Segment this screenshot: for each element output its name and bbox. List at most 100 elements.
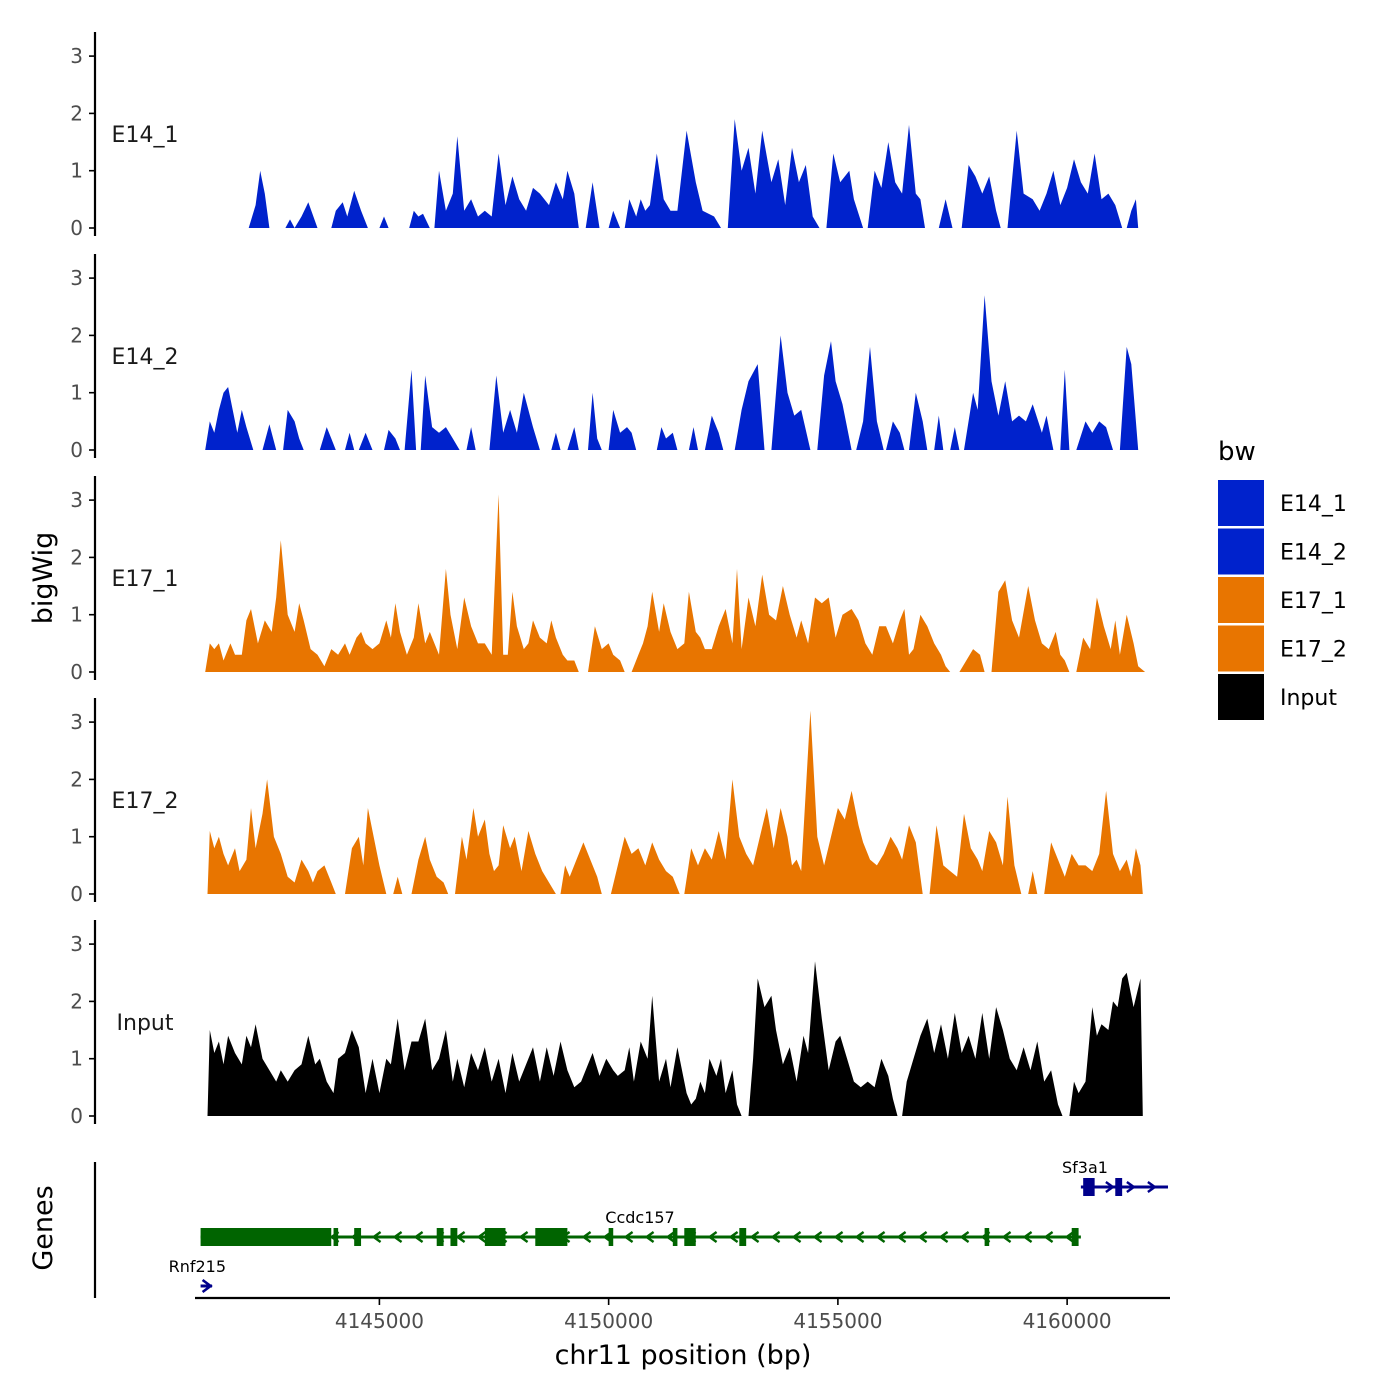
exon <box>200 1228 332 1246</box>
legend-item-e14-2: E14_2 <box>1218 528 1347 575</box>
legend: E14_1 E14_2 E17_1 E17_2 Input <box>1218 480 1347 720</box>
strand-arrow <box>1147 1181 1157 1193</box>
y-tick-label: 0 <box>70 1104 83 1128</box>
legend-label: Input <box>1280 686 1337 711</box>
y-tick-label: 2 <box>70 767 83 791</box>
legend-label: E17_1 <box>1280 589 1347 614</box>
legend-label: E14_2 <box>1280 541 1347 566</box>
y-tick-label: 3 <box>70 488 83 512</box>
exon <box>450 1228 458 1246</box>
strand-arrow <box>959 1231 970 1243</box>
legend-swatch <box>1218 528 1264 575</box>
strand-arrow <box>413 1231 424 1243</box>
strand-arrow <box>455 1231 466 1243</box>
strand-arrow <box>1105 1181 1115 1193</box>
strand-arrow <box>1126 1181 1136 1193</box>
exon <box>333 1228 339 1246</box>
strand-arrow <box>728 1231 739 1243</box>
strand-arrow <box>518 1231 529 1243</box>
exon <box>739 1228 747 1246</box>
gene-label: Sf3a1 <box>1062 1158 1108 1177</box>
strand-arrow <box>812 1231 823 1243</box>
legend-item-e14-1: E14_1 <box>1218 480 1347 526</box>
x-tick-label: 4160000 <box>1023 1309 1112 1333</box>
legend-swatch <box>1218 674 1264 720</box>
exon <box>608 1228 614 1246</box>
legend-swatch <box>1218 625 1264 672</box>
gene-sf3a1: Sf3a1 <box>1062 1158 1168 1196</box>
y-tick-label: 1 <box>70 159 83 183</box>
strand-arrow <box>896 1231 907 1243</box>
y-tick-label: 0 <box>70 882 83 906</box>
y-axis-title: bigWig <box>28 532 59 625</box>
legend-swatch <box>1218 577 1264 623</box>
panel-label: Input <box>117 1011 174 1036</box>
gene-rnf215: Rnf215 <box>169 1257 226 1294</box>
track-e14-1: 0 1 2 3 E14_1 <box>70 32 1139 240</box>
exon <box>1071 1228 1079 1246</box>
strand-arrow <box>581 1231 592 1243</box>
exon <box>484 1228 506 1246</box>
y-tick-label: 1 <box>70 381 83 405</box>
exon <box>1083 1178 1095 1196</box>
y-tick-label: 1 <box>70 603 83 627</box>
strand-arrow <box>749 1231 760 1243</box>
y-tick-label: 3 <box>70 266 83 290</box>
strand-arrow <box>1064 1231 1075 1243</box>
y-tick-label: 0 <box>70 438 83 462</box>
legend-title: bw <box>1218 437 1256 467</box>
legend-item-e17-2: E17_2 <box>1218 625 1347 672</box>
track-e14-2: 0 1 2 3 E14_2 <box>70 254 1139 462</box>
strand-arrow <box>791 1231 802 1243</box>
strand-arrow <box>644 1231 655 1243</box>
legend-swatch <box>1218 480 1264 526</box>
signal-area <box>207 710 1143 894</box>
gene-label: Rnf215 <box>169 1257 226 1276</box>
y-tick-label: 3 <box>70 710 83 734</box>
y-tick-label: 2 <box>70 989 83 1013</box>
exon <box>672 1228 678 1246</box>
strand-arrow <box>623 1231 634 1243</box>
y-tick-label: 2 <box>70 545 83 569</box>
legend-label: E14_1 <box>1280 492 1347 517</box>
exon <box>436 1228 444 1246</box>
exon <box>1115 1178 1123 1196</box>
strand-arrow <box>665 1231 676 1243</box>
strand-arrow <box>707 1231 718 1243</box>
gene-label: Ccdc157 <box>605 1208 674 1227</box>
panel-label: E14_2 <box>112 345 179 370</box>
strand-arrow <box>917 1231 928 1243</box>
strand-arrow <box>371 1231 382 1243</box>
strand-arrow <box>201 1278 213 1294</box>
signal-area <box>205 295 1139 450</box>
strand-arrow <box>1001 1231 1012 1243</box>
legend-item-input: Input <box>1218 674 1337 720</box>
panel-label: E17_2 <box>112 789 179 814</box>
exon <box>984 1228 990 1246</box>
y-tick-label: 0 <box>70 660 83 684</box>
y-tick-label: 3 <box>70 932 83 956</box>
x-tick-label: 4155000 <box>793 1309 882 1333</box>
signal-area <box>205 494 1146 672</box>
strand-arrow <box>938 1231 949 1243</box>
gene-ccdc157: Ccdc157 <box>200 1208 1081 1246</box>
strand-arrow <box>854 1231 865 1243</box>
legend-label: E17_2 <box>1280 638 1347 663</box>
y-tick-label: 1 <box>70 825 83 849</box>
y-tick-label: 3 <box>70 44 83 68</box>
signal-area <box>248 119 1139 228</box>
strand-arrow <box>833 1231 844 1243</box>
panel-label: E17_1 <box>112 567 179 592</box>
track-e17-1: 0 1 2 3 E17_1 <box>70 476 1146 684</box>
y-tick-label: 2 <box>70 323 83 347</box>
genes-axis-title: Genes <box>28 1185 59 1270</box>
x-tick-label: 4150000 <box>564 1309 653 1333</box>
y-tick-label: 0 <box>70 216 83 240</box>
x-tick-label: 4145000 <box>335 1309 424 1333</box>
panel-label: E14_1 <box>112 123 179 148</box>
strand-arrow <box>1043 1231 1054 1243</box>
y-tick-label: 1 <box>70 1047 83 1071</box>
exon <box>354 1228 362 1246</box>
strand-arrow <box>875 1231 886 1243</box>
strand-arrow <box>1022 1231 1033 1243</box>
